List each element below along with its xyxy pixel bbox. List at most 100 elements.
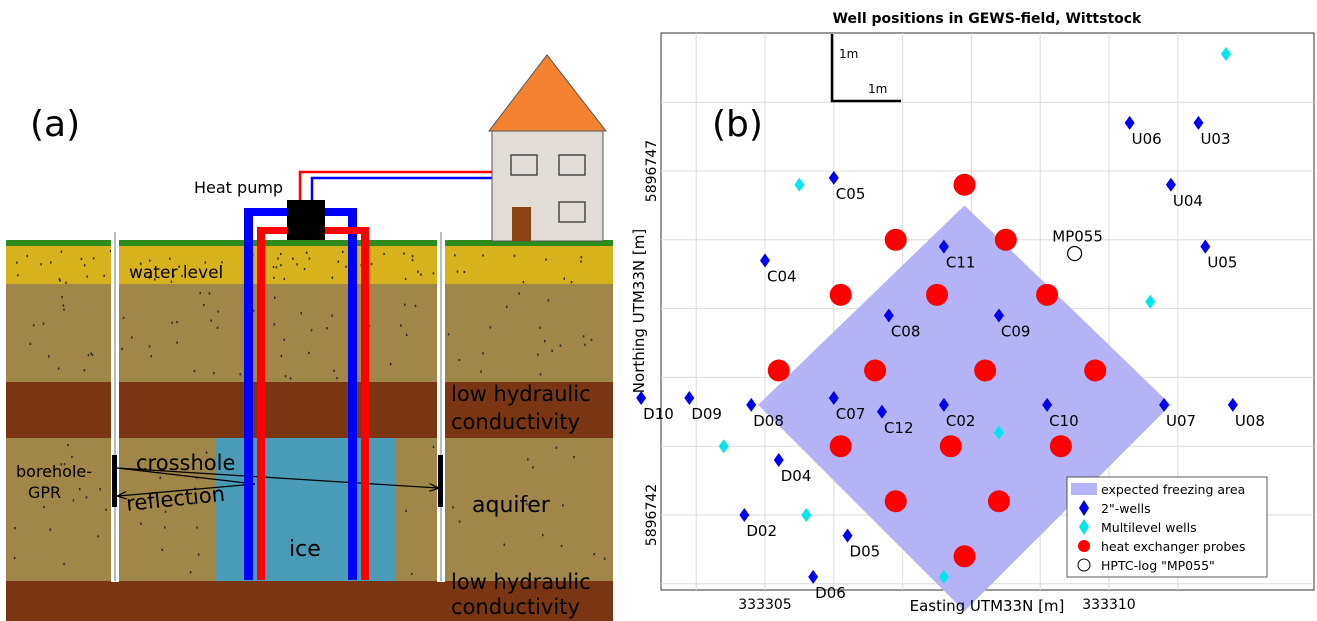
soil-speck [542,534,544,537]
soil-speck [411,255,414,258]
soil-speck [283,277,285,281]
soil-speck [308,351,310,354]
heat-exchanger-probe [953,173,976,196]
pipe-red-left [257,228,265,580]
legend-label-heat-probes: heat exchanger probes [1101,539,1246,554]
well-label: D10 [643,405,674,423]
soil-speck [563,277,565,280]
soil-speck [189,571,192,574]
heat-exchanger-probe [864,359,887,382]
well-marker-multilevel [801,508,812,522]
legend: expected freezing area 2"-wells Multilev… [1066,476,1268,578]
soil-speck [67,444,69,447]
well-marker-2in [1165,177,1176,192]
soil-speck [92,257,95,260]
well-marker-2in [876,404,887,419]
soil-speck [49,528,51,531]
soil-speck [331,276,334,279]
well-marker-2in [993,308,1004,323]
legend-label-multilevel: Multilevel wells [1101,520,1197,535]
soil-speck [205,451,208,454]
soil-speck [204,261,207,264]
soil-speck [79,488,81,491]
well-marker-2in [684,391,695,406]
water-level-label: water level [129,263,223,283]
heat-exchanger-probe [939,435,962,458]
soil-speck [213,371,215,375]
soil-speck [368,324,370,327]
well-label: U07 [1166,412,1196,430]
panel-a-schematic: (a) Heat pump water level low hydraulic … [6,54,613,621]
legend-box [1066,476,1268,578]
soil-speck [217,310,219,313]
well-marker-multilevel [993,425,1004,440]
soil-speck [539,326,541,329]
well-label: C12 [884,419,914,437]
soil-speck [140,262,142,265]
soil-speck [482,254,484,257]
soil-speck [383,252,385,255]
soil-speck [57,367,60,370]
soil-speck [221,261,223,264]
heat-exchanger-probe [1049,435,1072,458]
soil-speck [570,281,573,284]
soil-speck [405,333,408,337]
soil-speck [414,304,417,307]
soil-speck [522,281,525,284]
soil-speck [197,553,200,556]
soil-speck [29,342,32,345]
soil-speck [303,267,306,271]
soil-speck [85,496,88,499]
soil-speck [239,373,241,376]
soil-speck [158,460,160,463]
well-label: C11 [946,254,976,272]
soil-speck [42,322,45,325]
soil-speck [447,333,450,336]
house-line-blue [310,176,495,200]
well-marker-2in [842,528,853,543]
soil-speck [559,344,562,347]
soil-speck [90,352,92,355]
soil-speck [582,335,585,338]
x-tick-labels: 333305 333310 [738,597,1135,613]
soil-speck [86,275,88,278]
clay-layer-upper [6,382,613,438]
panel-a-label: (a) [30,104,80,145]
borehole-gpr-line2: GPR [28,483,61,502]
soil-speck [203,304,205,307]
scale-bar [830,34,901,103]
heat-exchanger-probe [994,228,1017,251]
soil-speck [273,323,275,326]
soil-speck [14,527,16,530]
soil-speck [97,535,99,538]
low-conductivity-bottom-line2: conductivity [451,595,580,619]
well-label: C10 [1049,412,1079,430]
well-marker-2in [739,508,750,522]
soil-speck [43,506,45,509]
well-label: U08 [1235,412,1265,430]
soil-speck [289,377,292,380]
heat-exchanger-probe [884,490,907,513]
soil-speck [13,556,16,559]
legend-swatch-2in-wells [1079,500,1089,516]
soil-speck [310,329,313,332]
well-marker-2in [1227,397,1238,412]
soil-speck [432,272,435,275]
panel-b-label: (b) [712,104,763,145]
soil-speck [452,506,454,509]
house-roof [487,54,608,132]
y-tick-label: 5896747 [644,140,660,202]
soil-speck [551,349,553,352]
soil-speck [193,502,196,505]
well-label: D02 [746,522,777,540]
well-label: C04 [767,267,797,285]
soil-speck [283,338,285,341]
soil-speck [480,370,482,373]
well-label: D09 [691,405,722,423]
legend-swatch-hptc [1077,558,1091,572]
well-marker-2in [1200,239,1211,254]
well-label: C02 [946,412,976,430]
low-conductivity-bottom-line1: low hydraulic [451,570,591,594]
soil-speck [555,446,558,449]
soil-speck [169,257,171,260]
